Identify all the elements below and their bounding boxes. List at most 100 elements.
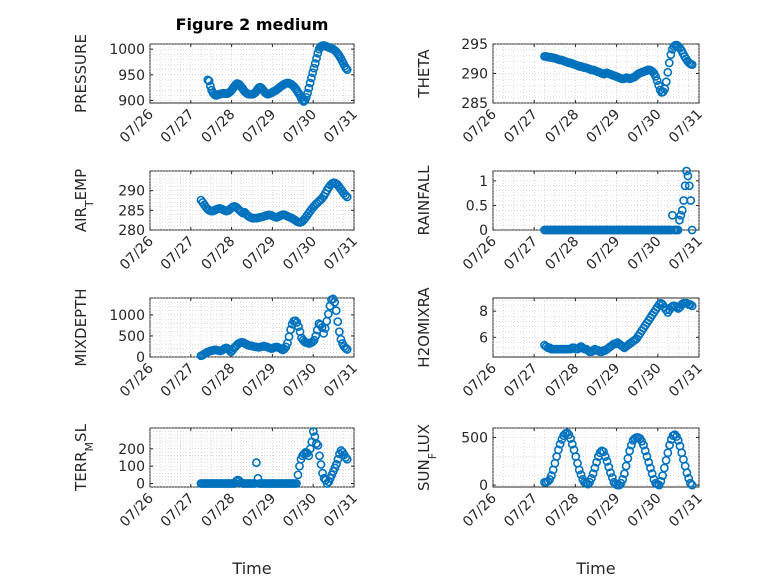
x-tick-label: 07/30 (280, 491, 320, 531)
y-tick-label: 0 (136, 350, 145, 366)
x-tick-label: 07/31 (666, 361, 706, 401)
data-point (607, 473, 617, 482)
x-tick-label: 07/29 (239, 107, 279, 147)
x-tick-label: 07/26 (117, 106, 157, 146)
data-point (330, 297, 340, 307)
x-tick-label: 07/31 (321, 234, 361, 274)
data-point (590, 463, 600, 473)
data-point (303, 88, 312, 98)
data-point (685, 300, 695, 309)
data-point (342, 454, 352, 464)
y-tick-label: 290 (461, 67, 488, 83)
data-point (683, 171, 693, 181)
x-tick-label: 07/28 (199, 491, 239, 531)
data-point (301, 92, 311, 102)
x-tick-label: 07/31 (321, 361, 361, 401)
y-tick-label: 8 (479, 304, 488, 320)
x-tick-label: 07/28 (542, 491, 582, 531)
x-tick-label: 07/27 (501, 107, 541, 147)
data-point (642, 452, 652, 461)
subplot-rainfall: 0 0.5 1 07/26 07/27 07/28 07/29 07/30 07/31 RAINF… (415, 165, 706, 273)
y-axis-label: THETA (415, 49, 433, 99)
data-point (664, 58, 674, 68)
x-tick-label: 07/31 (666, 107, 706, 147)
y-tick-label: 0.5 (466, 198, 488, 214)
data-point (323, 309, 333, 319)
x-tick-label: 07/28 (542, 107, 582, 147)
data-point (639, 440, 648, 450)
data-point (312, 439, 321, 449)
data-point (685, 478, 695, 488)
y-tick-label: 900 (118, 93, 145, 109)
data-point (686, 196, 696, 205)
data-point (313, 440, 323, 450)
data-point (309, 335, 319, 345)
x-tick-label: 07/27 (501, 491, 541, 531)
data-point (663, 67, 673, 77)
x-tick-label: 07/26 (460, 490, 500, 530)
subplot-h2omixra: 6 8 07/26 07/27 07/28 07/29 07/30 07/31 H2OMIXRA (415, 287, 706, 401)
y-tick-label: 500 (461, 431, 488, 447)
y-tick-label: 0 (479, 478, 488, 494)
x-tick-label: 07/30 (625, 107, 665, 147)
data-point (592, 457, 602, 467)
x-tick-label: 07/29 (584, 361, 624, 401)
x-axis-label: Time (575, 559, 615, 578)
x-tick-label: 07/27 (158, 234, 198, 274)
y-tick-label: 6 (479, 330, 488, 346)
data-point (318, 468, 327, 478)
x-tick-label: 07/29 (239, 361, 279, 401)
y-axis-label: SUNFLUX (415, 424, 439, 491)
data-point (286, 325, 296, 335)
data-point (333, 317, 343, 326)
x-tick-label: 07/27 (501, 234, 541, 274)
data-point (604, 462, 614, 472)
data-point (204, 76, 214, 86)
y-tick-label: 295 (461, 37, 488, 53)
data-point (602, 456, 612, 466)
x-tick-label: 07/27 (158, 491, 198, 531)
subplot-mixdepth: 0 500 1000 07/26 07/27 07/28 07/29 07/30 07/31 MI… (72, 288, 361, 400)
data-point (292, 318, 302, 327)
data-point (576, 470, 586, 480)
x-tick-label: 07/29 (584, 234, 624, 274)
x-tick-label: 07/28 (199, 361, 239, 401)
x-tick-label: 07/28 (542, 361, 582, 401)
x-tick-label: 07/26 (117, 490, 157, 530)
data-point (687, 480, 697, 490)
x-tick-label: 07/26 (460, 360, 500, 400)
data-point (547, 471, 556, 480)
data-point (680, 181, 690, 191)
x-tick-label: 07/30 (280, 361, 320, 401)
data-point (331, 306, 341, 316)
subplot-sun-flux: 0 500 07/26 07/27 07/28 07/29 07/30 07/31 SUNFLU… (415, 424, 706, 578)
x-tick-label: 07/30 (625, 234, 665, 274)
data-point (342, 345, 352, 354)
x-tick-label: 07/29 (239, 234, 279, 274)
data-point (618, 474, 628, 484)
data-point (676, 210, 686, 220)
y-tick-label: 0 (136, 477, 145, 493)
data-point (341, 63, 351, 73)
data-point (606, 468, 615, 478)
data-point (640, 446, 650, 456)
data-point (308, 68, 318, 78)
x-tick-label: 07/31 (666, 234, 706, 274)
data-point (647, 469, 657, 479)
x-tick-label: 07/28 (199, 234, 239, 274)
chart-title: Figure 2 medium (176, 15, 329, 34)
data-point (675, 215, 684, 225)
data-point (342, 192, 352, 202)
x-tick-label: 07/27 (158, 361, 198, 401)
y-axis-label: AIRTEMP (72, 169, 96, 232)
data-point (566, 434, 575, 443)
y-axis-label: RAINFALL (415, 165, 433, 236)
y-tick-label: 290 (118, 184, 145, 200)
x-tick-label: 07/31 (321, 491, 361, 531)
x-tick-label: 07/28 (199, 107, 239, 147)
y-tick-label: 200 (118, 442, 145, 458)
data-point (341, 190, 350, 200)
y-tick-label: 950 (118, 68, 145, 84)
